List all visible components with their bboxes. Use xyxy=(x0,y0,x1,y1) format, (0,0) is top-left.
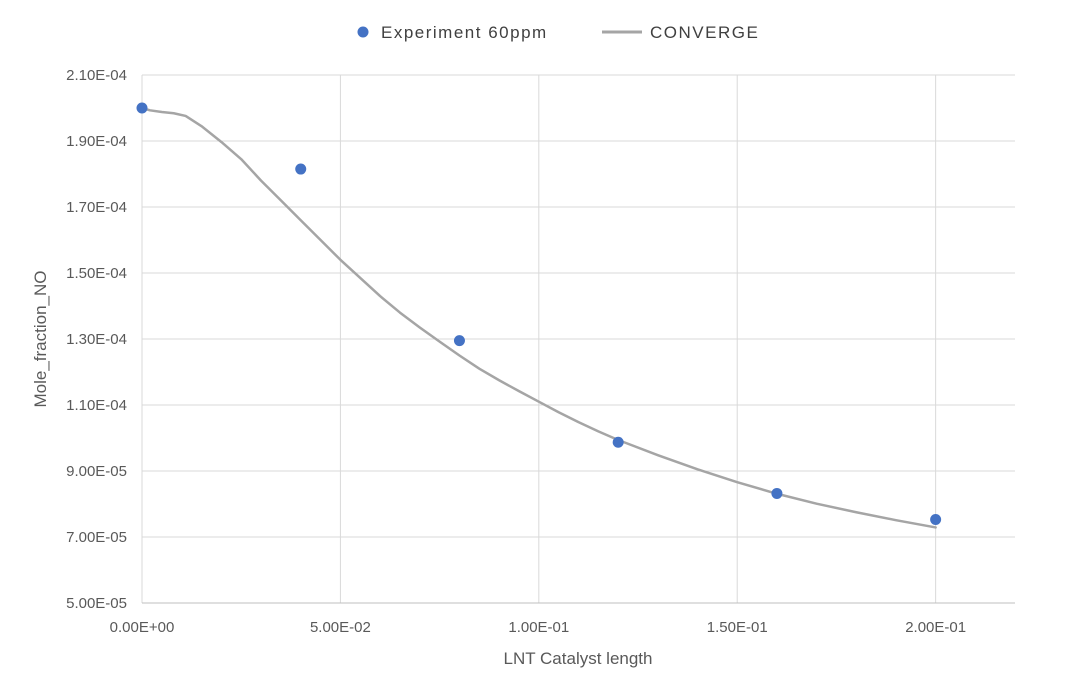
x-tick-label: 2.00E-01 xyxy=(905,619,966,636)
y-axis-title: Mole_fraction_NO xyxy=(31,270,50,407)
y-tick-label: 5.00E-05 xyxy=(66,595,127,612)
legend-marker-experiment xyxy=(357,26,369,38)
x-tick-label: 1.50E-01 xyxy=(707,619,768,636)
axes: 5.00E-05 7.00E-05 9.00E-05 1.10E-04 1.30E-04… xyxy=(66,67,1015,636)
legend-label-converge: CONVERGE xyxy=(650,23,759,42)
converge-line xyxy=(140,106,937,529)
x-tick-label: 1.00E-01 xyxy=(508,619,569,636)
y-tick-label: 1.30E-04 xyxy=(66,331,127,348)
y-tick-label: 1.50E-04 xyxy=(66,265,127,282)
x-tick-label: 0.00E+00 xyxy=(110,619,175,636)
experiment-point xyxy=(136,102,148,114)
y-tick-label: 7.00E-05 xyxy=(66,529,127,546)
y-tick-label: 1.10E-04 xyxy=(66,397,127,414)
y-tick-label: 1.90E-04 xyxy=(66,133,127,150)
experiment-point xyxy=(453,335,465,347)
legend: Experiment 60ppm CONVERGE xyxy=(357,23,759,42)
y-tick-label: 2.10E-04 xyxy=(66,67,127,84)
x-axis-title: LNT Catalyst length xyxy=(504,649,653,668)
experiment-series xyxy=(136,102,942,526)
x-tick-label: 5.00E-02 xyxy=(310,619,371,636)
y-tick-label: 1.70E-04 xyxy=(66,199,127,216)
experiment-point xyxy=(612,436,624,448)
experiment-point xyxy=(771,487,783,499)
y-tick-label: 9.00E-05 xyxy=(66,463,127,480)
legend-label-experiment: Experiment 60ppm xyxy=(381,23,548,42)
gridlines xyxy=(142,74,1015,603)
experiment-point xyxy=(295,163,307,175)
experiment-point xyxy=(930,514,942,526)
converge-series xyxy=(140,106,937,529)
